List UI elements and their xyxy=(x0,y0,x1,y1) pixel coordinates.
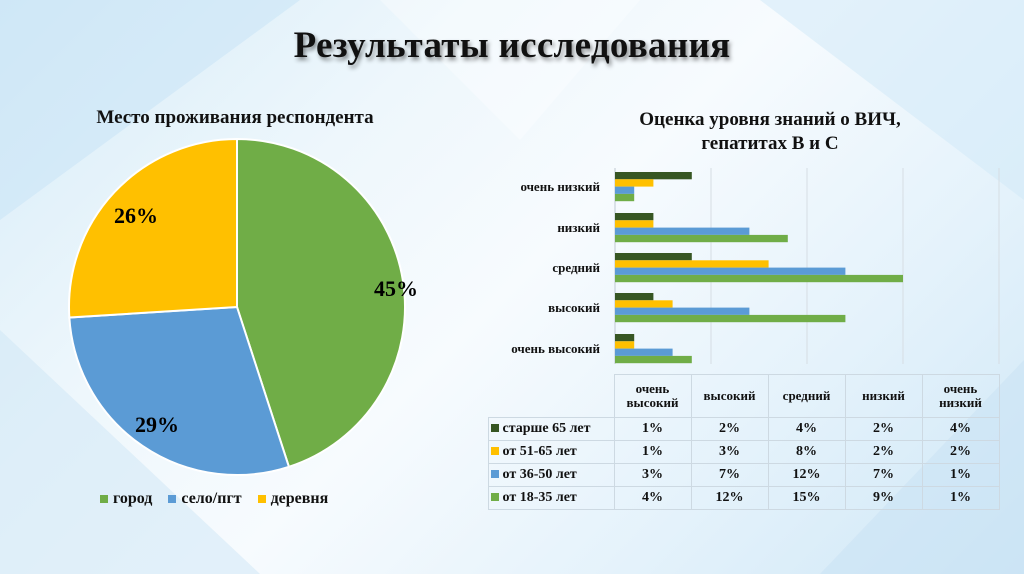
pie-chart: 45% 29% 26% xyxy=(68,137,418,476)
bar xyxy=(615,234,788,243)
legend-label: село/пгт xyxy=(181,490,242,507)
pie-legend: город село/пгт деревня xyxy=(100,490,328,508)
category-label-low: низкий xyxy=(557,220,600,235)
bar xyxy=(615,307,750,315)
bar xyxy=(615,172,692,180)
col-header-very-high: очень высокий xyxy=(613,374,692,418)
bar-chart-title: Оценка уровня знаний о ВИЧ, гепатитах В … xyxy=(560,108,980,156)
legend-item-village-pgt: село/пгт xyxy=(168,490,242,508)
bar xyxy=(615,193,635,202)
legend-swatch-dark-green xyxy=(491,424,499,432)
pie-slice xyxy=(68,305,291,476)
legend-item-village: деревня xyxy=(257,490,329,508)
bar xyxy=(615,274,903,283)
pie-chart-title: Место проживания респондента xyxy=(96,107,374,128)
bar xyxy=(615,213,654,221)
bar xyxy=(615,293,654,301)
bar xyxy=(615,227,750,235)
bar xyxy=(615,253,692,261)
col-header-low: низкий xyxy=(844,374,923,418)
bar xyxy=(615,260,769,268)
col-header-high: высокий xyxy=(690,374,769,418)
legend-swatch-yellow xyxy=(491,447,499,455)
bar xyxy=(615,314,846,323)
category-label-very-high: очень высокий xyxy=(511,341,600,356)
bar xyxy=(615,341,635,349)
legend-label: деревня xyxy=(270,490,329,507)
bar xyxy=(615,267,846,275)
pie-slice xyxy=(68,137,238,319)
bar xyxy=(615,186,635,194)
legend-item-city: город xyxy=(100,490,152,508)
col-header-very-low: очень низкий xyxy=(921,374,1000,418)
legend-swatch-green xyxy=(100,495,108,503)
legend-swatch-yellow xyxy=(257,495,266,503)
bar xyxy=(615,334,635,342)
bar-title-line2: гепатитах В и С xyxy=(701,133,839,154)
bar xyxy=(615,348,673,356)
table-row: от 51-65 лет 1% 3% 8% 2% 2% xyxy=(488,440,1000,464)
legend-swatch-green xyxy=(491,493,499,501)
legend-swatch-blue xyxy=(168,495,177,503)
bar-title-line1: Оценка уровня знаний о ВИЧ, xyxy=(639,109,901,130)
pie-slice xyxy=(236,137,406,469)
pie-label-village: 26% xyxy=(114,203,158,228)
pie-label-village-pgt: 29% xyxy=(135,412,179,437)
bar xyxy=(615,220,654,228)
bar-chart xyxy=(614,168,1000,364)
table-row: старше 65 лет 1% 2% 4% 2% 4% xyxy=(488,417,1000,441)
category-label-very-low: очень низкий xyxy=(520,179,600,194)
slide-title: Результаты исследования xyxy=(293,25,731,66)
table-row: от 18-35 лет 4% 12% 15% 9% 1% xyxy=(488,486,1000,510)
table-row: от 36-50 лет 3% 7% 12% 7% 1% xyxy=(488,463,1000,487)
legend-label: город xyxy=(113,490,153,507)
col-header-medium: средний xyxy=(767,374,846,418)
data-table: очень высокий высокий средний низкий очен… xyxy=(488,374,1000,510)
category-label-high: высокий xyxy=(548,300,600,315)
bar xyxy=(615,355,692,364)
legend-swatch-blue xyxy=(491,470,499,478)
category-label-medium: средний xyxy=(552,260,600,275)
pie-label-city: 45% xyxy=(374,276,418,301)
bar xyxy=(615,179,654,187)
bar xyxy=(615,300,673,308)
